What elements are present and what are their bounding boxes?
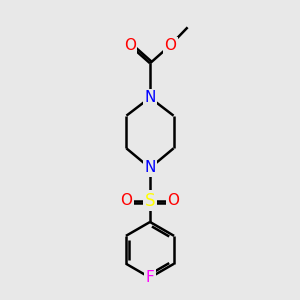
Text: O: O (120, 193, 132, 208)
Text: O: O (168, 193, 180, 208)
Text: O: O (164, 38, 176, 53)
Text: F: F (146, 270, 154, 285)
Text: N: N (144, 160, 156, 175)
Text: N: N (144, 90, 156, 105)
Text: O: O (124, 38, 136, 53)
Text: S: S (145, 192, 155, 210)
